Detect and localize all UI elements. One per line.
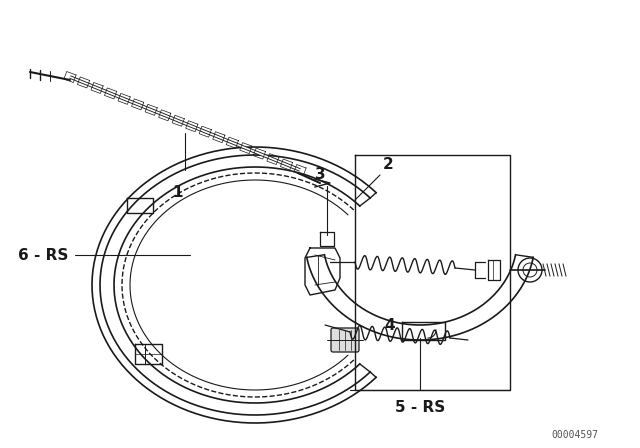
Text: 6 - RS: 6 - RS <box>18 247 68 263</box>
Text: 3: 3 <box>315 167 325 182</box>
Text: 4: 4 <box>385 318 396 333</box>
Text: 2: 2 <box>383 157 394 172</box>
Text: 00004597: 00004597 <box>552 430 598 440</box>
FancyBboxPatch shape <box>331 328 359 352</box>
Text: 5 - RS: 5 - RS <box>395 400 445 415</box>
Text: 1: 1 <box>173 185 183 200</box>
